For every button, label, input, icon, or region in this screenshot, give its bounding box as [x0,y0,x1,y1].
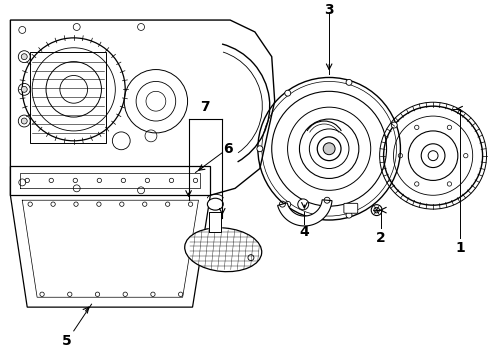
Polygon shape [10,195,210,307]
Circle shape [285,90,291,96]
Polygon shape [209,212,221,232]
Ellipse shape [207,198,223,210]
Circle shape [21,118,27,124]
Polygon shape [10,166,210,195]
Circle shape [346,212,352,218]
Text: 6: 6 [223,142,233,156]
Polygon shape [10,20,275,195]
Circle shape [285,201,291,207]
Circle shape [323,143,335,155]
Polygon shape [30,52,106,143]
Circle shape [428,151,438,161]
Circle shape [374,207,379,213]
Polygon shape [278,200,332,226]
Circle shape [298,199,309,210]
Text: 5: 5 [62,334,72,348]
Text: 3: 3 [324,3,334,17]
Text: 7: 7 [200,100,210,114]
Circle shape [21,54,27,60]
Text: 1: 1 [456,241,466,255]
Text: 4: 4 [299,225,309,239]
Circle shape [346,80,352,85]
Circle shape [392,122,397,128]
FancyBboxPatch shape [344,203,358,213]
Text: 2: 2 [376,231,386,245]
Circle shape [257,146,263,152]
Ellipse shape [185,228,262,272]
Circle shape [21,86,27,92]
